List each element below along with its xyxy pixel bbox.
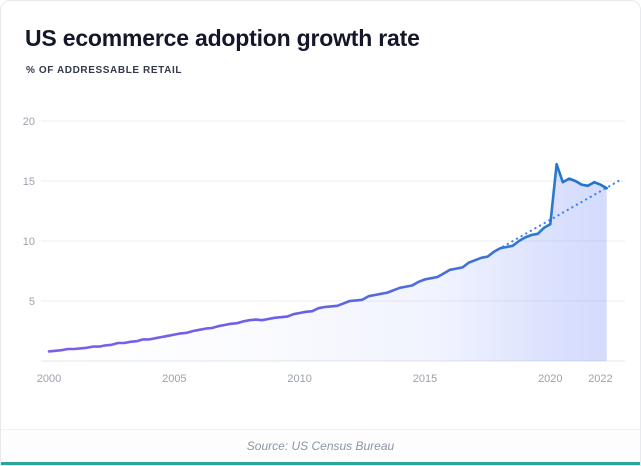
x-tick-label: 2005	[162, 373, 186, 385]
y-tick-label: 15	[23, 176, 35, 188]
x-tick-label: 2010	[287, 373, 311, 385]
y-tick-label: 10	[23, 236, 35, 248]
trend-line	[492, 178, 623, 253]
chart-subtitle: % OF ADDRESSABLE RETAIL	[26, 65, 183, 76]
chart-title: US ecommerce adoption growth rate	[25, 25, 420, 51]
series-line	[47, 162, 608, 353]
x-tick-label: 2000	[37, 373, 61, 385]
y-tick-label: 5	[29, 296, 35, 308]
chart-footer: Source: US Census Bureau	[1, 429, 640, 462]
x-tick-label: 2022	[588, 373, 612, 385]
area-fill	[49, 164, 607, 361]
x-tick-label: 2015	[413, 373, 437, 385]
y-tick-label: 20	[23, 116, 35, 128]
x-tick-label: 2020	[538, 373, 562, 385]
bottom-accent-bar	[1, 462, 640, 465]
line-chart: 5 10 15 20 2000 2005 2010 2015 2020 2022	[23, 116, 625, 385]
source-caption: Source: US Census Bureau	[246, 439, 395, 453]
